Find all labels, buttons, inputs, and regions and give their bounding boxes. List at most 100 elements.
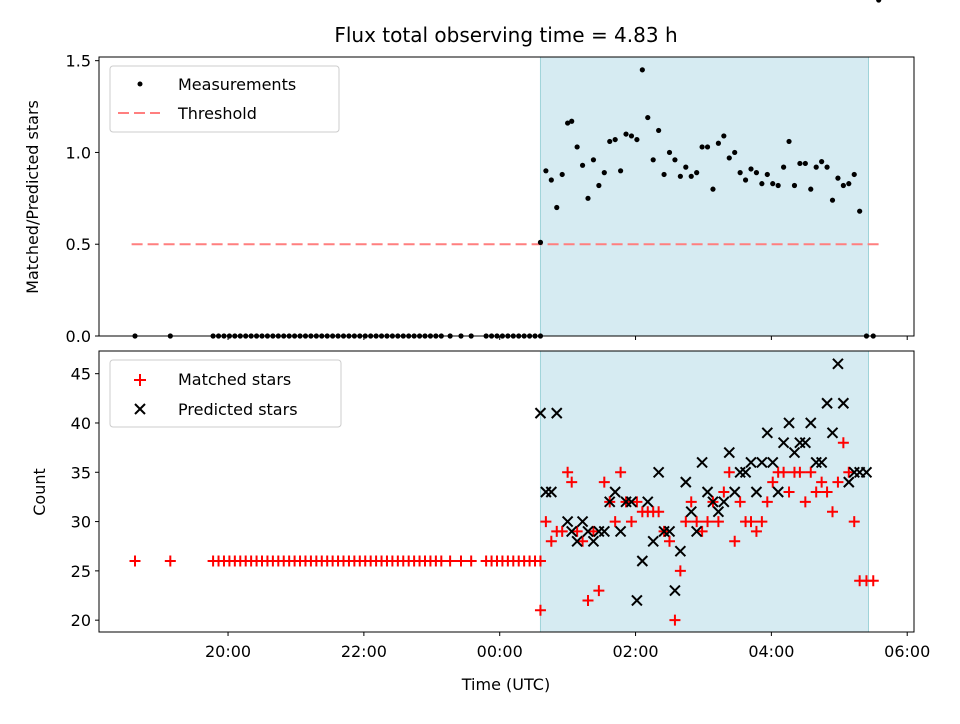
- matched-star-point: [767, 476, 779, 488]
- matched-star-point: [669, 614, 681, 626]
- measurement-point: [819, 159, 825, 165]
- measurement-point: [656, 127, 662, 134]
- measurement-point: [623, 131, 629, 137]
- matched-star-point: [653, 506, 665, 518]
- measurement-point: [829, 197, 836, 203]
- matched-star-point: [810, 486, 822, 498]
- x-tick-label: 06:00: [884, 642, 930, 661]
- matched-star-point: [723, 466, 735, 478]
- top-y-tick-label: 0.0: [66, 327, 91, 346]
- matched-star-point: [827, 506, 838, 518]
- bottom-axes-frame: [98, 350, 915, 633]
- matched-star-point: [631, 496, 643, 508]
- predicted-star-point: [728, 486, 741, 498]
- top-y-ticks: 0.0 0.5 1.0 1.5: [66, 52, 99, 346]
- matched-star-point: [562, 466, 574, 478]
- measurement-point: [672, 157, 678, 163]
- measurement-point: [802, 160, 808, 167]
- measurement-points: [132, 0, 882, 339]
- measurement-point: [585, 195, 591, 201]
- measurement-point: [554, 204, 560, 211]
- measurement-point: [607, 138, 613, 145]
- top-legend-box: [109, 65, 340, 133]
- measurement-point: [876, 0, 882, 3]
- predicted-star-point: [767, 456, 779, 469]
- matched-star-point: [691, 516, 703, 528]
- measurement-point: [781, 164, 787, 170]
- matched-star-point: [832, 476, 844, 488]
- matched-star-point: [680, 516, 692, 528]
- measurement-point: [808, 186, 814, 192]
- bottom-legend-box: [109, 359, 342, 428]
- matched-star-point: [778, 466, 790, 478]
- measurement-point: [851, 171, 857, 178]
- measurement-point: [770, 181, 776, 187]
- top-axes-frame: [98, 56, 915, 337]
- predicted-star-point: [647, 535, 659, 547]
- measurement-point: [737, 170, 743, 176]
- predicted-star-point: [723, 446, 735, 459]
- measurement-point: [824, 164, 830, 170]
- measurement-point: [688, 173, 694, 179]
- matched-star-point: [444, 555, 456, 567]
- measurement-point: [704, 144, 711, 150]
- measurement-point: [797, 160, 803, 167]
- predicted-star-point: [690, 525, 703, 538]
- bottom-y-tick-label: 35: [71, 463, 91, 482]
- predicted-star-point: [745, 456, 757, 469]
- predicted-star-point: [843, 476, 855, 488]
- matched-star-point: [702, 516, 714, 528]
- predicted-star-point: [576, 515, 589, 528]
- top-y-tick-label: 1.0: [66, 143, 91, 162]
- matched-star-point: [674, 565, 686, 577]
- predicted-star-point: [805, 417, 817, 429]
- predicted-star-point: [799, 436, 812, 449]
- matched-star-point: [696, 525, 708, 537]
- matched-star-points: [129, 437, 879, 626]
- measurement-point: [764, 171, 770, 178]
- matched-star-point: [783, 486, 795, 498]
- measurement-point: [732, 149, 738, 156]
- measurement-point: [694, 170, 700, 176]
- matched-star-point: [756, 516, 768, 528]
- predicted-star-point: [696, 456, 708, 469]
- matched-star-point: [729, 535, 741, 547]
- matched-star-point: [534, 555, 546, 567]
- bottom-y-tick-label: 25: [71, 562, 91, 581]
- legend-marker-matched: [134, 374, 146, 386]
- matched-star-point: [465, 555, 477, 567]
- top-y-tick-label: 0.5: [66, 235, 91, 254]
- predicted-star-point: [860, 466, 873, 478]
- matched-star-point: [582, 594, 594, 606]
- matched-star-point: [867, 575, 879, 587]
- matched-star-point: [734, 496, 746, 508]
- measurement-point: [846, 181, 852, 187]
- measurement-point: [857, 208, 863, 214]
- top-x-ticks: [227, 336, 908, 340]
- matched-star-point: [455, 555, 467, 567]
- x-axis-label: Time (UTC): [461, 675, 550, 694]
- matched-star-point: [587, 525, 599, 537]
- measurement-point: [569, 118, 575, 124]
- matched-star-point: [805, 466, 817, 478]
- matched-star-point: [534, 604, 546, 616]
- measurement-point: [840, 182, 846, 189]
- predicted-star-point: [821, 397, 833, 409]
- predicted-star-point: [739, 466, 752, 478]
- matched-star-point: [556, 525, 568, 537]
- matched-star-point: [540, 516, 552, 528]
- matched-star-point: [577, 535, 589, 547]
- measurement-point: [579, 162, 586, 168]
- bottom-legend: Matched stars Predicted stars: [109, 359, 342, 428]
- x-tick-label: 20:00: [205, 642, 251, 661]
- measurement-point: [666, 149, 673, 156]
- matched-star-point: [745, 516, 757, 528]
- predicted-star-point: [701, 486, 714, 498]
- matched-star-point: [566, 476, 578, 488]
- measurement-point: [537, 239, 544, 245]
- measurement-point: [786, 138, 792, 145]
- measurement-point: [548, 177, 554, 183]
- measurement-point: [601, 170, 607, 176]
- measurement-point: [639, 67, 645, 73]
